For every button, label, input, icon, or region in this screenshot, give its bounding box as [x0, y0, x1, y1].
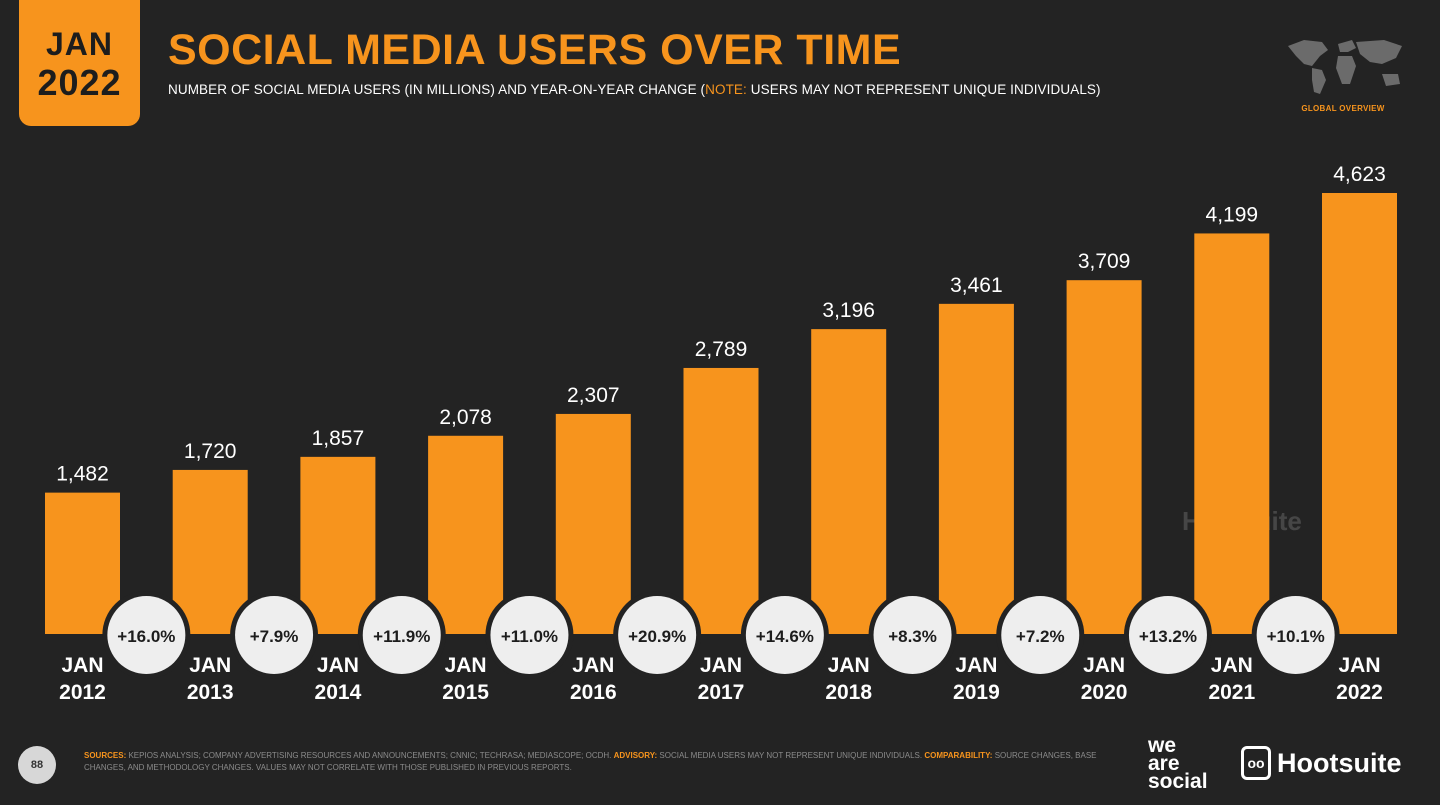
advisory-text: SOCIAL MEDIA USERS MAY NOT REPRESENT UNI…	[657, 751, 925, 760]
bar-value-label: 1,720	[184, 440, 237, 463]
change-bubble	[618, 596, 697, 674]
bar	[811, 329, 887, 634]
bar	[683, 367, 759, 634]
date-badge: JAN 2022	[19, 0, 140, 126]
yoy-change-label: +16.0%	[117, 627, 175, 646]
bar-value-label: 3,196	[822, 299, 875, 322]
logo-line: are	[1148, 752, 1180, 775]
bar-chart: 1,482 JAN 2012 1,720 JAN 2013 1,857 JAN 2014 2,07…	[45, 163, 1397, 704]
x-tick-label-month: JAN	[828, 654, 870, 677]
bar	[1066, 280, 1142, 634]
x-tick-label-month: JAN	[1083, 654, 1125, 677]
hootsuite-wordmark: Hootsuite	[1277, 747, 1402, 778]
x-tick-label-month: JAN	[317, 654, 359, 677]
subtitle-note: NOTE:	[705, 82, 747, 97]
change-bubble	[107, 596, 186, 674]
yoy-change-label: +7.2%	[1016, 627, 1065, 646]
page-subtitle: NUMBER OF SOCIAL MEDIA USERS (IN MILLION…	[168, 82, 1101, 97]
x-tick-label-year: 2020	[1081, 681, 1128, 704]
x-tick-label-month: JAN	[1211, 654, 1253, 677]
yoy-change-label: +10.1%	[1267, 627, 1325, 646]
bar-value-label: 1,482	[56, 463, 109, 486]
badge-month: JAN	[45, 26, 113, 62]
subtitle-text-start: NUMBER OF SOCIAL MEDIA USERS (IN MILLION…	[168, 82, 706, 97]
bar	[938, 303, 1014, 634]
logo-line: we	[1148, 734, 1177, 757]
change-bubble	[745, 596, 824, 674]
section-label: GLOBAL OVERVIEW	[1301, 104, 1385, 113]
bar-value-label: 4,623	[1333, 163, 1386, 186]
bar	[45, 492, 120, 634]
change-bubble	[1128, 596, 1207, 674]
advisory-key: ADVISORY:	[613, 751, 658, 760]
x-tick-label-month: JAN	[61, 654, 103, 677]
page-number: 88	[18, 746, 56, 784]
world-map-icon	[1288, 40, 1402, 94]
bar	[555, 413, 631, 634]
bar	[428, 435, 504, 634]
change-bubble	[490, 596, 569, 674]
page-title: SOCIAL MEDIA USERS OVER TIME	[168, 26, 902, 74]
comparability-key: COMPARABILITY:	[924, 751, 993, 760]
badge-year: 2022	[37, 62, 122, 103]
change-bubble	[1001, 596, 1080, 674]
x-tick-label-year: 2019	[953, 681, 1000, 704]
bar-value-label: 3,709	[1078, 250, 1131, 273]
x-tick-label-month: JAN	[700, 654, 742, 677]
bar-value-label: 3,461	[950, 274, 1003, 297]
x-tick-label-month: JAN	[1338, 654, 1380, 677]
bar-value-label: 2,307	[567, 384, 620, 407]
yoy-change-label: +8.3%	[888, 627, 937, 646]
change-bubble	[362, 596, 441, 674]
change-bubble	[1256, 596, 1335, 674]
x-tick-label-year: 2016	[570, 681, 617, 704]
x-tick-label-year: 2015	[442, 681, 489, 704]
x-tick-label-year: 2022	[1336, 681, 1383, 704]
yoy-change-label: +11.0%	[501, 627, 558, 646]
x-tick-label-year: 2013	[187, 681, 234, 704]
x-tick-label-month: JAN	[572, 654, 614, 677]
bar-value-label: 2,789	[695, 338, 748, 361]
x-tick-label-month: JAN	[955, 654, 997, 677]
yoy-change-label: +20.9%	[628, 627, 686, 646]
bar	[300, 456, 376, 634]
comparability-text: SOURCE CHANGES, BASE CHANGES, AND METHOD…	[84, 751, 1097, 772]
owl-icon: oo	[1241, 746, 1271, 780]
bar	[172, 469, 248, 634]
bar-value-label: 2,078	[439, 406, 492, 429]
x-tick-label-month: JAN	[445, 654, 487, 677]
x-tick-label-year: 2017	[698, 681, 745, 704]
subtitle-text-end: USERS MAY NOT REPRESENT UNIQUE INDIVIDUA…	[746, 82, 1101, 97]
x-tick-label-year: 2012	[59, 681, 106, 704]
yoy-change-label: +14.6%	[756, 627, 814, 646]
bar-value-label: 1,857	[312, 427, 365, 450]
change-bubble	[873, 596, 952, 674]
we-are-social-logo: we are social	[1148, 734, 1208, 793]
x-tick-label-year: 2021	[1208, 681, 1255, 704]
bar	[1194, 233, 1270, 634]
bar-value-label: 4,199	[1206, 203, 1259, 226]
sources-key: SOURCES:	[84, 751, 127, 760]
x-tick-label-month: JAN	[189, 654, 231, 677]
logo-line: social	[1148, 770, 1208, 793]
sources-text: KEPIOS ANALYSIS; COMPANY ADVERTISING RES…	[126, 751, 614, 760]
x-tick-label-year: 2018	[825, 681, 872, 704]
hootsuite-logo: oo Hootsuite	[1241, 743, 1402, 783]
x-tick-label-year: 2014	[315, 681, 362, 704]
change-bubble	[235, 596, 314, 674]
yoy-change-label: +11.9%	[373, 627, 430, 646]
sources-note: SOURCES: KEPIOS ANALYSIS; COMPANY ADVERT…	[84, 750, 1124, 773]
bar	[1322, 193, 1397, 634]
yoy-change-label: +13.2%	[1139, 627, 1197, 646]
yoy-change-label: +7.9%	[250, 627, 299, 646]
